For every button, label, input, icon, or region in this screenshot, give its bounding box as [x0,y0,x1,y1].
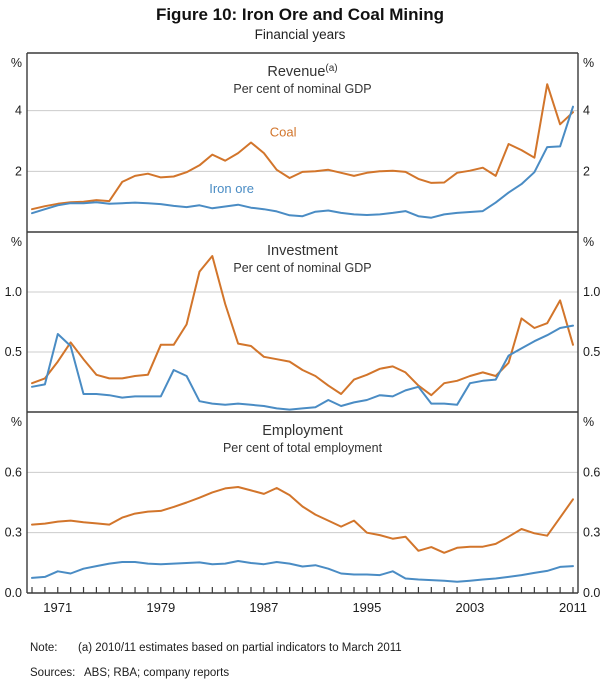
panel-subtitle: Per cent of total employment [223,441,383,455]
y-tick-label-left: 4 [15,104,22,118]
panel-title: Revenue(a) [267,63,337,80]
y-tick-label-left: 0.6 [5,465,22,479]
sources-text: ABS; RBA; company reports [84,667,230,679]
coal-line [31,83,574,211]
series-label-iron_ore: Iron ore [209,181,254,196]
y-tick-label-left: 2 [15,164,22,178]
y-axis-unit-right: % [583,56,594,70]
y-tick-label-left: 0.0 [5,586,22,600]
iron-ore-line [31,560,574,583]
note-label: Note: [30,642,58,654]
panel-title: Employment [262,423,343,439]
panel-title-superscript: (a) [325,63,337,74]
x-tick-label: 1971 [43,600,72,615]
figure-title: Figure 10: Iron Ore and Coal Mining [155,5,445,24]
y-tick-label-right: 0.3 [583,526,600,540]
panel-subtitle: Per cent of nominal GDP [233,261,371,275]
y-axis-unit-right: % [583,415,594,429]
sources-label: Sources: [30,667,76,679]
y-tick-label-right: 0.5 [583,345,600,359]
y-tick-label-right: 0.6 [583,465,600,479]
y-tick-label-left: 0.3 [5,526,22,540]
x-tick-label: 1979 [146,600,175,615]
y-axis-unit-left: % [11,56,22,70]
series-label-coal: Coal [270,124,297,139]
y-axis-unit-left: % [11,235,22,249]
note-text: (a) 2010/11 estimates based on partial i… [78,642,402,654]
coal-line [31,486,574,554]
y-tick-label-right: 2 [583,164,590,178]
y-tick-label-left: 0.5 [5,345,22,359]
x-tick-label: 1995 [352,600,381,615]
y-tick-label-right: 1.0 [583,285,600,299]
x-tick-label: 2003 [455,600,484,615]
figure-subtitle: Financial years [254,27,346,42]
panel-subtitle: Per cent of nominal GDP [233,82,371,96]
y-axis-unit-left: % [11,415,22,429]
y-tick-label-right: 4 [583,104,590,118]
y-tick-label-left: 1.0 [5,285,22,299]
iron-ore-line [31,105,574,219]
iron-ore-line [31,324,574,411]
x-tick-label: 1987 [249,600,278,615]
coal-line [31,255,574,397]
y-axis-unit-right: % [583,235,594,249]
panel-title: Investment [267,243,338,259]
x-tick-label: 2011 [559,600,587,615]
y-tick-label-right: 0.0 [583,586,600,600]
